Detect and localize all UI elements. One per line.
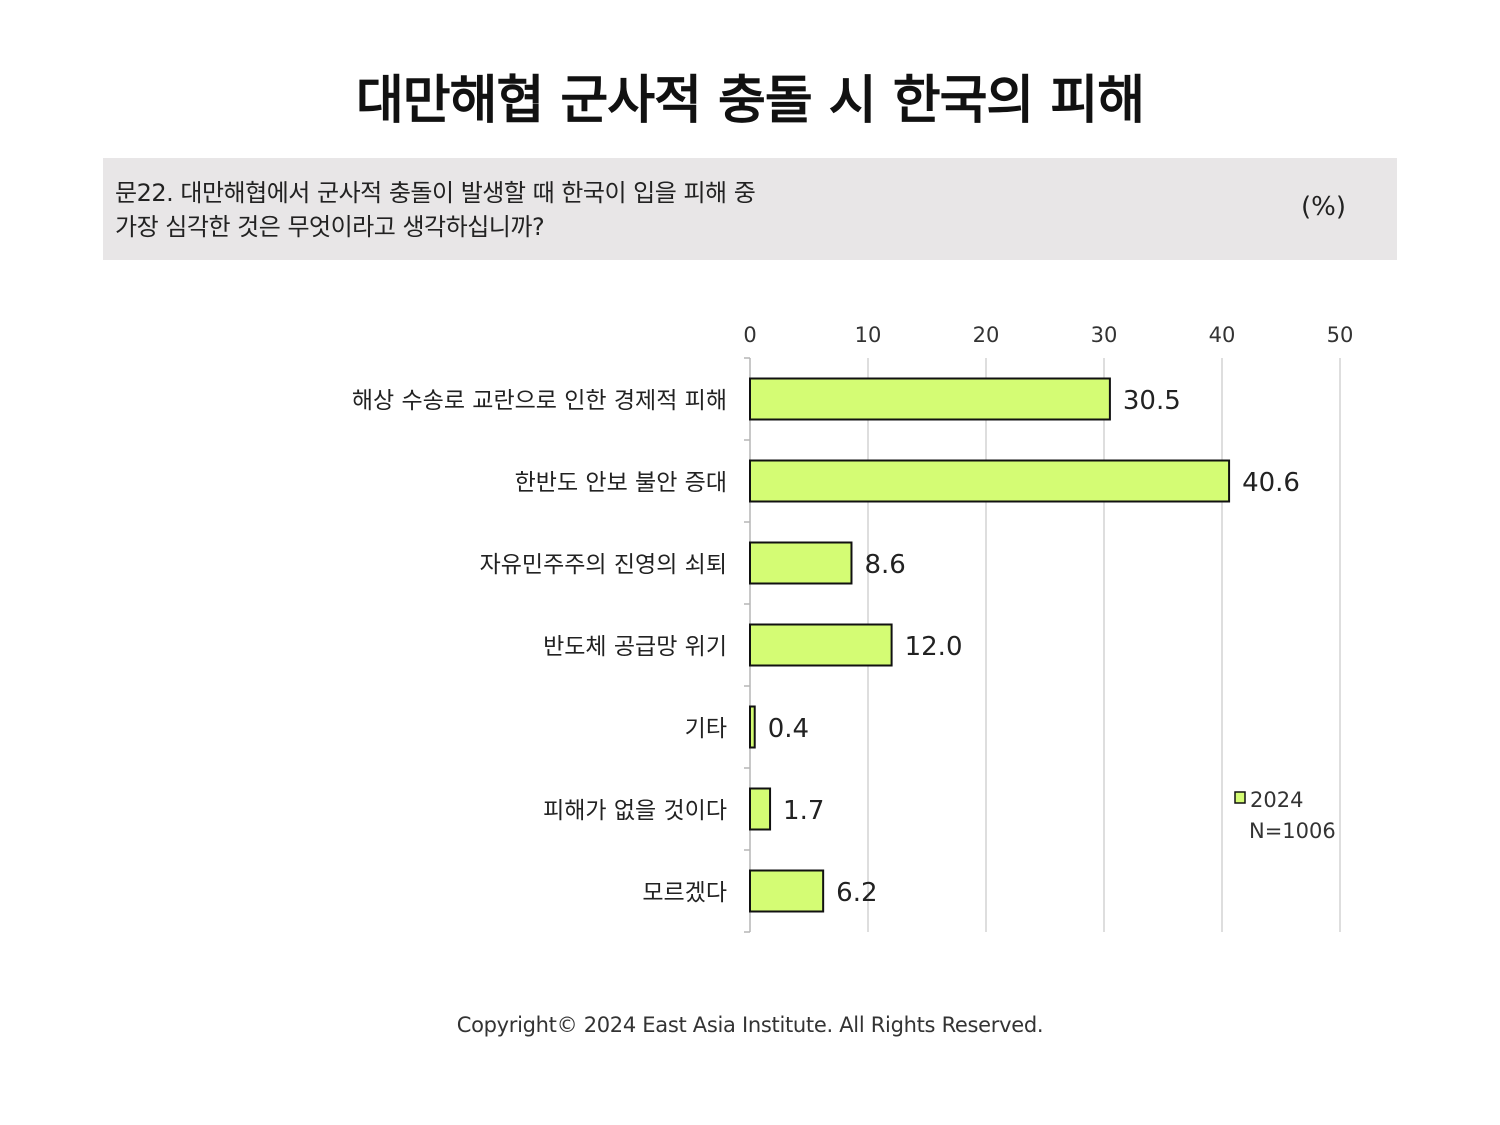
legend-label: 2024 bbox=[1250, 788, 1303, 812]
bar bbox=[749, 623, 893, 667]
question-box: 문22. 대만해협에서 군사적 충돌이 발생할 때 한국이 입을 피해 중 가장… bbox=[103, 158, 1397, 260]
bar bbox=[749, 377, 1111, 421]
value-label: 6.2 bbox=[836, 878, 877, 908]
x-tick-label: 30 bbox=[1091, 323, 1118, 347]
page-title: 대만해협 군사적 충돌 시 한국의 피해 bbox=[355, 71, 1145, 131]
value-label: 30.5 bbox=[1123, 386, 1181, 416]
value-label: 1.7 bbox=[783, 796, 824, 826]
bar bbox=[749, 787, 772, 831]
legend-swatch bbox=[1234, 791, 1246, 804]
bar bbox=[749, 459, 1231, 503]
legend-sample-size: N=1006 bbox=[1249, 819, 1336, 843]
x-tick-label: 20 bbox=[973, 323, 1000, 347]
question-text: 문22. 대만해협에서 군사적 충돌이 발생할 때 한국이 입을 피해 중 가장… bbox=[115, 176, 756, 244]
value-label: 12.0 bbox=[905, 632, 963, 662]
x-tick-label: 40 bbox=[1209, 323, 1236, 347]
bar bbox=[749, 541, 853, 585]
value-label: 40.6 bbox=[1242, 468, 1300, 498]
copyright-text: Copyright© 2024 East Asia Institute. All… bbox=[456, 1013, 1044, 1037]
bar bbox=[749, 869, 825, 913]
category-label: 해상 수송로 교란으로 인한 경제적 피해 bbox=[352, 388, 727, 414]
value-label: 0.4 bbox=[768, 714, 809, 744]
question-line-1: 문22. 대만해협에서 군사적 충돌이 발생할 때 한국이 입을 피해 중 bbox=[115, 179, 756, 207]
unit-label: (%) bbox=[1301, 192, 1346, 222]
category-label: 모르겠다 bbox=[642, 880, 727, 906]
bar bbox=[749, 705, 756, 749]
category-label: 피해가 없을 것이다 bbox=[543, 798, 727, 824]
category-label: 반도체 공급망 위기 bbox=[543, 634, 727, 660]
category-label: 한반도 안보 불안 증대 bbox=[515, 470, 727, 496]
value-label: 8.6 bbox=[864, 550, 905, 580]
x-tick-label: 10 bbox=[855, 323, 882, 347]
category-label: 기타 bbox=[685, 716, 727, 742]
question-line-2: 가장 심각한 것은 무엇이라고 생각하십니까? bbox=[115, 213, 545, 241]
category-label: 자유민주주의 진영의 쇠퇴 bbox=[480, 552, 727, 578]
x-tick-label: 50 bbox=[1327, 323, 1354, 347]
x-tick-label: 0 bbox=[743, 323, 756, 347]
